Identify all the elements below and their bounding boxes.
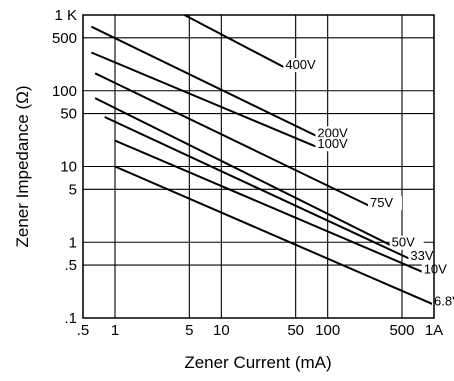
- x-tick-label: 1: [111, 322, 119, 339]
- x-tick-label: .5: [77, 322, 90, 339]
- y-tick-label: 100: [52, 83, 77, 100]
- x-tick-label: 1A: [425, 322, 443, 339]
- x-tick-label: 50: [287, 322, 304, 339]
- series-label: 100V: [317, 136, 348, 151]
- y-axis-title: Zener Impedance (Ω): [13, 86, 32, 248]
- y-tick-label: 5: [69, 181, 77, 198]
- series-line: [104, 116, 411, 261]
- series-label: 75V: [370, 195, 393, 210]
- y-tick-label: .5: [64, 257, 77, 274]
- series-label-bg: [432, 294, 454, 309]
- y-tick-labels: .1 .5 1 5 10 50 100 500 1 K: [52, 7, 77, 327]
- series-label-bg: [315, 137, 350, 152]
- series-label-bg: [421, 262, 454, 277]
- series-label: 6.8V: [434, 294, 454, 309]
- x-tick-labels: .5 1 5 10 50 100 500 1A: [77, 322, 443, 339]
- series-label-bg: [315, 126, 350, 141]
- y-tick-label: 1 K: [54, 7, 77, 24]
- series-label: 50V: [392, 235, 415, 250]
- y-tick-label: 10: [60, 159, 77, 176]
- series-label: 10V: [424, 261, 447, 276]
- series-label: 400V: [285, 57, 316, 72]
- series-line: [94, 97, 393, 247]
- y-tick-label: 1: [69, 234, 77, 251]
- series-line: [184, 14, 286, 69]
- x-tick-label: 100: [315, 322, 340, 339]
- x-tick-label: 10: [213, 322, 230, 339]
- x-axis-title: Zener Current (mA): [184, 353, 331, 372]
- series-line: [94, 72, 371, 208]
- grid: [82, 14, 435, 319]
- x-tick-label: 5: [185, 322, 193, 339]
- series-label: 33V: [410, 248, 433, 263]
- series-line: [90, 25, 318, 138]
- y-tick-label: 50: [60, 106, 77, 123]
- series-line: [91, 51, 318, 149]
- y-tick-label: 500: [52, 30, 77, 47]
- series-label-bg: [367, 196, 402, 211]
- series-label: 200V: [317, 125, 348, 140]
- series-label-bg: [283, 57, 318, 72]
- series-line: [114, 139, 425, 274]
- x-tick-label: 500: [389, 322, 414, 339]
- series-line: [114, 165, 435, 306]
- y-tick-label: .1: [64, 310, 77, 327]
- plot-frame: [82, 14, 435, 319]
- series-label-bg: [389, 235, 424, 250]
